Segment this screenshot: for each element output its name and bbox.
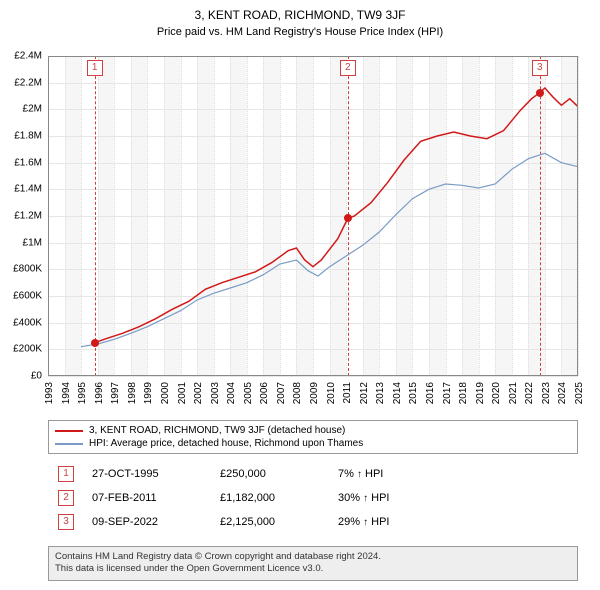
y-axis-label: £200K bbox=[0, 344, 42, 355]
x-axis-label: 2016 bbox=[425, 382, 436, 404]
sale-row: 1 27-OCT-1995 £250,000 7% ↑ HPI bbox=[48, 462, 578, 486]
y-axis-label: £1.2M bbox=[0, 211, 42, 222]
sale-price: £250,000 bbox=[220, 468, 320, 480]
gridline-h bbox=[48, 376, 578, 377]
sale-diff: 7% ↑ HPI bbox=[338, 468, 438, 480]
footer-line-1: Contains HM Land Registry data © Crown c… bbox=[55, 551, 571, 563]
y-axis-label: £0 bbox=[0, 371, 42, 382]
y-axis-label: £2M bbox=[0, 104, 42, 115]
x-axis-label: 2002 bbox=[193, 382, 204, 404]
y-axis-label: £1.4M bbox=[0, 184, 42, 195]
y-axis-label: £600K bbox=[0, 291, 42, 302]
x-axis-label: 2023 bbox=[541, 382, 552, 404]
x-axis-label: 2008 bbox=[292, 382, 303, 404]
y-axis-label: £2.2M bbox=[0, 77, 42, 88]
sale-date: 27-OCT-1995 bbox=[92, 468, 202, 480]
legend-row: HPI: Average price, detached house, Rich… bbox=[55, 437, 571, 450]
sale-marker-box: 2 bbox=[340, 60, 356, 76]
y-axis-label: £1M bbox=[0, 237, 42, 248]
x-axis-label: 2005 bbox=[243, 382, 254, 404]
x-axis-label: 1997 bbox=[110, 382, 121, 404]
chart-subtitle: Price paid vs. HM Land Registry's House … bbox=[0, 22, 600, 38]
y-axis-label: £800K bbox=[0, 264, 42, 275]
sale-row: 2 07-FEB-2011 £1,182,000 30% ↑ HPI bbox=[48, 486, 578, 510]
x-axis-label: 1994 bbox=[61, 382, 72, 404]
chart-container: 3, KENT ROAD, RICHMOND, TW9 3JF Price pa… bbox=[0, 0, 600, 590]
x-axis-label: 2014 bbox=[392, 382, 403, 404]
x-axis-label: 2019 bbox=[475, 382, 486, 404]
sale-number-box: 1 bbox=[58, 466, 74, 482]
legend-label: HPI: Average price, detached house, Rich… bbox=[89, 438, 363, 449]
x-axis-label: 2007 bbox=[276, 382, 287, 404]
y-axis-label: £1.6M bbox=[0, 157, 42, 168]
x-axis-label: 2011 bbox=[342, 382, 353, 404]
sale-price: £1,182,000 bbox=[220, 492, 320, 504]
line-series-svg bbox=[48, 56, 578, 376]
sale-diff: 29% ↑ HPI bbox=[338, 516, 438, 528]
x-axis-label: 2004 bbox=[226, 382, 237, 404]
x-axis-label: 2025 bbox=[574, 382, 585, 404]
y-axis-label: £400K bbox=[0, 317, 42, 328]
sale-date: 09-SEP-2022 bbox=[92, 516, 202, 528]
x-axis-label: 1998 bbox=[127, 382, 138, 404]
footer-box: Contains HM Land Registry data © Crown c… bbox=[48, 546, 578, 581]
x-axis-label: 2022 bbox=[524, 382, 535, 404]
x-axis-label: 2013 bbox=[375, 382, 386, 404]
line-series bbox=[95, 88, 578, 343]
chart-title: 3, KENT ROAD, RICHMOND, TW9 3JF bbox=[0, 0, 600, 22]
x-axis-label: 2000 bbox=[160, 382, 171, 404]
sale-marker-box: 3 bbox=[532, 60, 548, 76]
x-axis-label: 2001 bbox=[177, 382, 188, 404]
sale-diff: 30% ↑ HPI bbox=[338, 492, 438, 504]
x-axis-label: 2015 bbox=[408, 382, 419, 404]
sale-number-box: 2 bbox=[58, 490, 74, 506]
y-axis-label: £2.4M bbox=[0, 51, 42, 62]
gridline-v bbox=[578, 56, 579, 376]
y-axis-label: £1.8M bbox=[0, 131, 42, 142]
x-axis-label: 2018 bbox=[458, 382, 469, 404]
x-axis-label: 2024 bbox=[557, 382, 568, 404]
chart-plot-area: £0£200K£400K£600K£800K£1M£1.2M£1.4M£1.6M… bbox=[48, 56, 578, 376]
legend-swatch bbox=[55, 430, 83, 432]
x-axis-label: 2017 bbox=[442, 382, 453, 404]
sales-table: 1 27-OCT-1995 £250,000 7% ↑ HPI 2 07-FEB-2011… bbox=[48, 462, 578, 534]
x-axis-label: 2009 bbox=[309, 382, 320, 404]
x-axis-label: 1996 bbox=[94, 382, 105, 404]
sale-price: £2,125,000 bbox=[220, 516, 320, 528]
legend-box: 3, KENT ROAD, RICHMOND, TW9 3JF (detache… bbox=[48, 420, 578, 454]
x-axis-label: 2021 bbox=[508, 382, 519, 404]
legend-row: 3, KENT ROAD, RICHMOND, TW9 3JF (detache… bbox=[55, 424, 571, 437]
x-axis-label: 2020 bbox=[491, 382, 502, 404]
x-axis-label: 1995 bbox=[77, 382, 88, 404]
legend-swatch bbox=[55, 443, 83, 445]
sale-number-box: 3 bbox=[58, 514, 74, 530]
sale-row: 3 09-SEP-2022 £2,125,000 29% ↑ HPI bbox=[48, 510, 578, 534]
x-axis-label: 1999 bbox=[143, 382, 154, 404]
sale-marker-box: 1 bbox=[87, 60, 103, 76]
sale-date: 07-FEB-2011 bbox=[92, 492, 202, 504]
sale-marker-dot bbox=[91, 339, 99, 347]
sale-marker-dot bbox=[344, 214, 352, 222]
sale-marker-dot bbox=[536, 89, 544, 97]
x-axis-label: 2010 bbox=[326, 382, 337, 404]
x-axis-label: 2012 bbox=[359, 382, 370, 404]
legend-label: 3, KENT ROAD, RICHMOND, TW9 3JF (detache… bbox=[89, 425, 345, 436]
footer-line-2: This data is licensed under the Open Gov… bbox=[55, 563, 571, 575]
x-axis-label: 2003 bbox=[210, 382, 221, 404]
x-axis-label: 2006 bbox=[259, 382, 270, 404]
x-axis-label: 1993 bbox=[44, 382, 55, 404]
